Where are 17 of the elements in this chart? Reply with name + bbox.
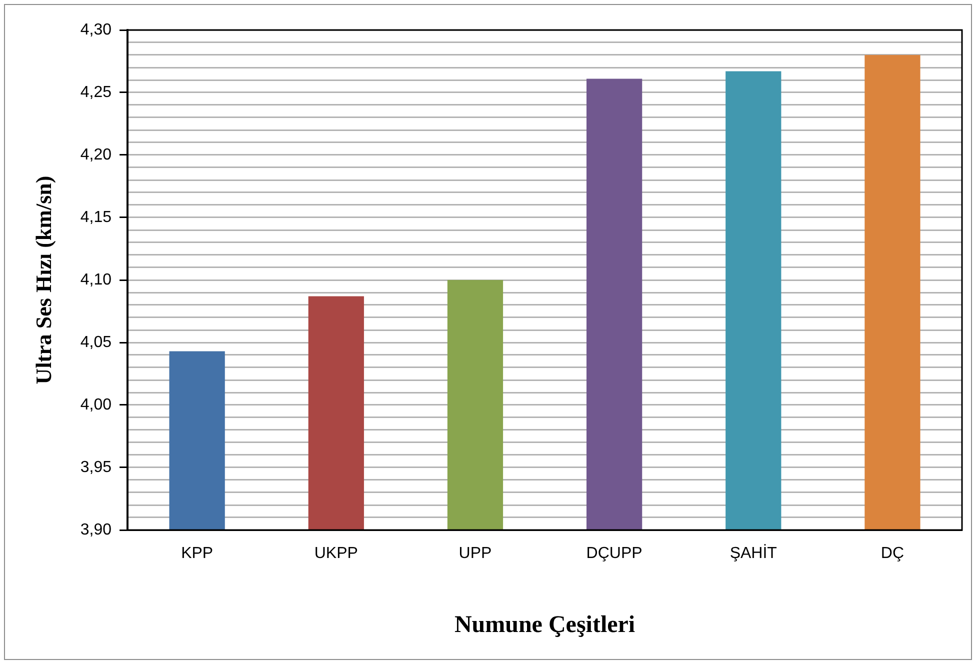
x-tick-label: UPP — [458, 545, 492, 562]
y-tick-label: 3,90 — [80, 521, 112, 538]
x-tick-label: KPP — [181, 545, 214, 562]
x-axis-title: Numune Çeşitleri — [454, 612, 636, 638]
y-tick-label: 4,10 — [80, 271, 112, 288]
y-tick-label: 3,95 — [80, 458, 112, 476]
y-tick-label: 4,30 — [80, 21, 112, 38]
x-tick-label: DÇUPP — [586, 545, 642, 562]
y-tick-label: 4,00 — [80, 396, 112, 414]
y-tick-label: 4,15 — [80, 208, 112, 226]
y-tick-label: 4,05 — [80, 334, 112, 351]
x-tick-label: ŞAHİT — [730, 544, 778, 562]
y-tick-label: 4,25 — [80, 84, 112, 101]
y-axis-title: Ultra Ses Hızı (km/sn) — [30, 176, 56, 384]
x-tick-label: DÇ — [880, 545, 904, 562]
x-tick-label: UKPP — [314, 545, 358, 562]
y-tick-label: 4,20 — [80, 146, 112, 164]
